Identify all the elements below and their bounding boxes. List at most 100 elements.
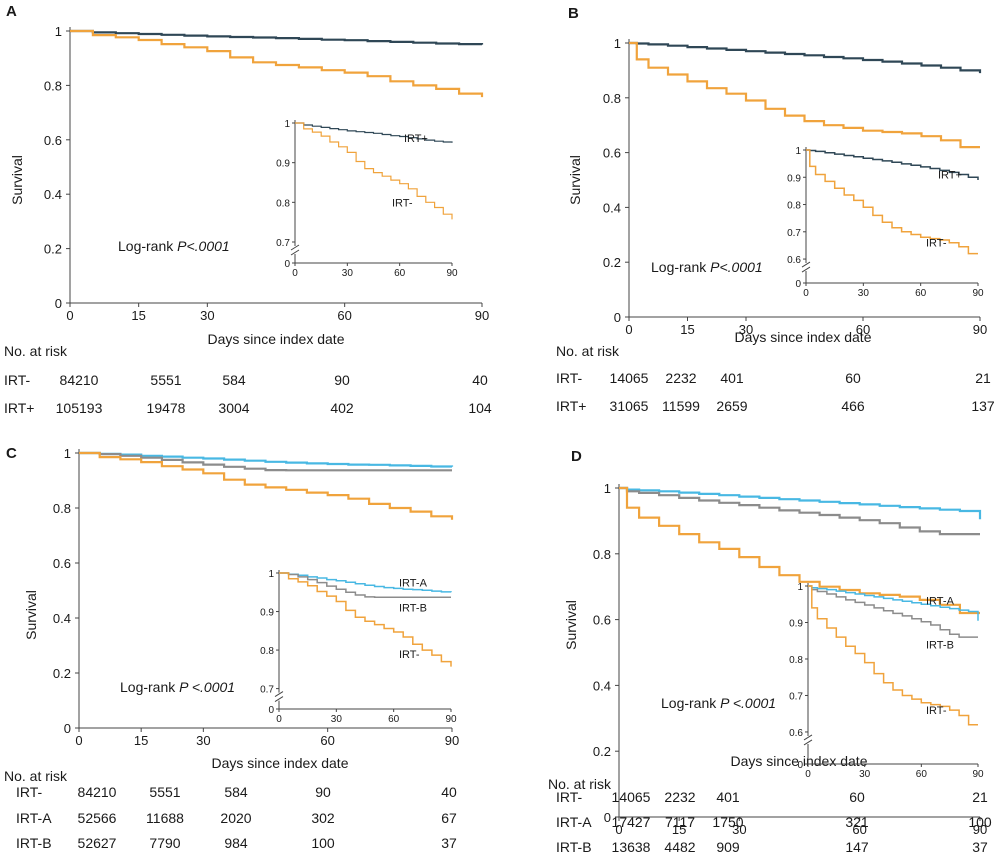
inset-y-tick-label: 0.7 [787,228,801,239]
risk-cell: 84210 [77,784,117,800]
x-tick-label: 30 [732,822,746,837]
inset-y-tick-label: 0 [795,279,801,290]
risk-cell: 14065 [609,370,649,386]
risk-cell: 302 [311,810,335,826]
risk-table-header: No. at risk [4,768,68,784]
km-chart-b: B Survival Days since index date Log-ran… [567,5,987,345]
risk-cell: 2659 [716,398,748,414]
risk-cell: 4482 [664,839,696,855]
inset-series-line-irt-a [808,585,979,621]
risk-cell: 7117 [664,814,696,830]
risk-row-label: IRT+ [556,398,587,414]
inset-x-tick-label: 30 [331,714,343,725]
risk-cell: 584 [222,372,246,388]
series-line-irt-b [79,451,452,472]
x-tick-label: 30 [196,733,210,748]
inset-y-tick-label: 0.8 [276,198,290,209]
risk-cell: 401 [716,789,740,805]
inset-legend-label: IRT-B [399,603,427,615]
risk-cell: 3004 [218,400,250,416]
risk-cell: 67 [441,810,457,826]
inset-series-line-irt [295,122,453,143]
series-line-irt [70,29,484,46]
inset-y-tick-label: 1 [797,582,803,593]
x-tick-label: 30 [200,308,214,323]
panel-c: C Survival Days since index date Log-ran… [0,425,498,851]
inset-x-tick-label: 90 [445,714,457,725]
risk-cell: 104 [468,400,492,416]
risk-cell: 40 [441,784,457,800]
inset-legend-label: IRT- [926,238,947,250]
risk-cell: 11688 [146,810,184,826]
y-tick-label: 0.6 [53,556,71,571]
inset-x-tick-label: 0 [292,268,298,279]
y-tick-label: 0.8 [593,547,611,562]
inset-legend-label: IRT-A [399,578,428,590]
inset-legend-label: IRT- [392,197,413,209]
inset-series-line-irt [808,585,978,726]
inset-x-tick-label: 90 [972,288,984,299]
logrank-note: Log-rank P <.0001 [661,695,776,711]
inset-x-tick-label: 30 [342,268,354,279]
x-axis-label: Days since index date [208,331,345,347]
risk-cell: 321 [845,814,869,830]
risk-cell: 17427 [611,814,651,830]
inset-legend-label: IRT- [399,649,420,661]
y-tick-label: 0 [604,810,611,825]
risk-cell: 7790 [149,835,181,851]
y-tick-label: 0.8 [53,501,71,516]
series-line-irt [629,41,980,149]
axis-break-mark [801,261,811,273]
x-axis-label: Days since index date [212,755,349,771]
y-axis-label: Survival [567,155,583,205]
axis-break-mark [290,244,300,256]
risk-cell: 147 [845,839,869,855]
panel-label: A [6,3,17,20]
y-axis-label: Survival [563,600,579,650]
inset-legend-label: IRT-B [926,639,954,651]
y-tick-label: 0.8 [44,78,62,93]
risk-cell: 137 [971,398,995,414]
y-tick-label: 0.4 [53,611,71,626]
x-axis-label: Days since index date [731,753,868,769]
risk-cell: 90 [315,784,331,800]
km-chart-d: D Survival Days since index date Log-ran… [563,448,987,837]
x-axis-label: Days since index date [735,329,872,345]
risk-cell: 52627 [77,835,117,851]
x-tick-label: 60 [337,308,351,323]
x-tick-label: 90 [445,733,459,748]
risk-cell: 60 [845,370,861,386]
y-tick-label: 0.6 [44,133,62,148]
inset-y-tick-label: 0.9 [789,618,803,629]
km-chart-c: C Survival Days since index date Log-ran… [6,445,459,771]
inset-y-tick-label: 0.9 [787,173,801,184]
inset-series-line-irt [806,149,979,180]
inset-y-tick-label: 0.7 [260,685,274,696]
inset-x-tick-label: 30 [859,769,871,780]
risk-cell: 19478 [146,400,186,416]
risk-cell: 31065 [609,398,649,414]
x-tick-label: 60 [852,822,866,837]
logrank-note: Log-rank P<.0001 [651,259,763,275]
y-tick-label: 0.6 [603,146,621,161]
x-tick-label: 0 [66,308,73,323]
inset-y-tick-label: 0.7 [276,238,290,249]
risk-cell: 52566 [77,810,117,826]
risk-cell: 401 [720,370,744,386]
inset-x-tick-label: 60 [388,714,400,725]
inset-x-tick-label: 0 [276,714,282,725]
inset-y-tick-label: 1 [795,146,801,157]
risk-cell: 466 [841,398,865,414]
inset-x-tick-label: 0 [803,288,809,299]
risk-row-label: IRT-B [556,839,592,855]
inset-x-tick-label: 60 [394,268,406,279]
inset-y-tick-label: 1 [284,119,290,130]
risk-row-label: IRT- [556,789,583,805]
risk-cell: 14065 [611,789,651,805]
risk-cell: 584 [224,784,248,800]
x-tick-label: 90 [973,822,987,837]
x-tick-label: 15 [134,733,148,748]
risk-cell: 21 [975,370,991,386]
inset-legend-label: IRT+ [404,133,428,145]
risk-cell: 105193 [55,400,103,416]
